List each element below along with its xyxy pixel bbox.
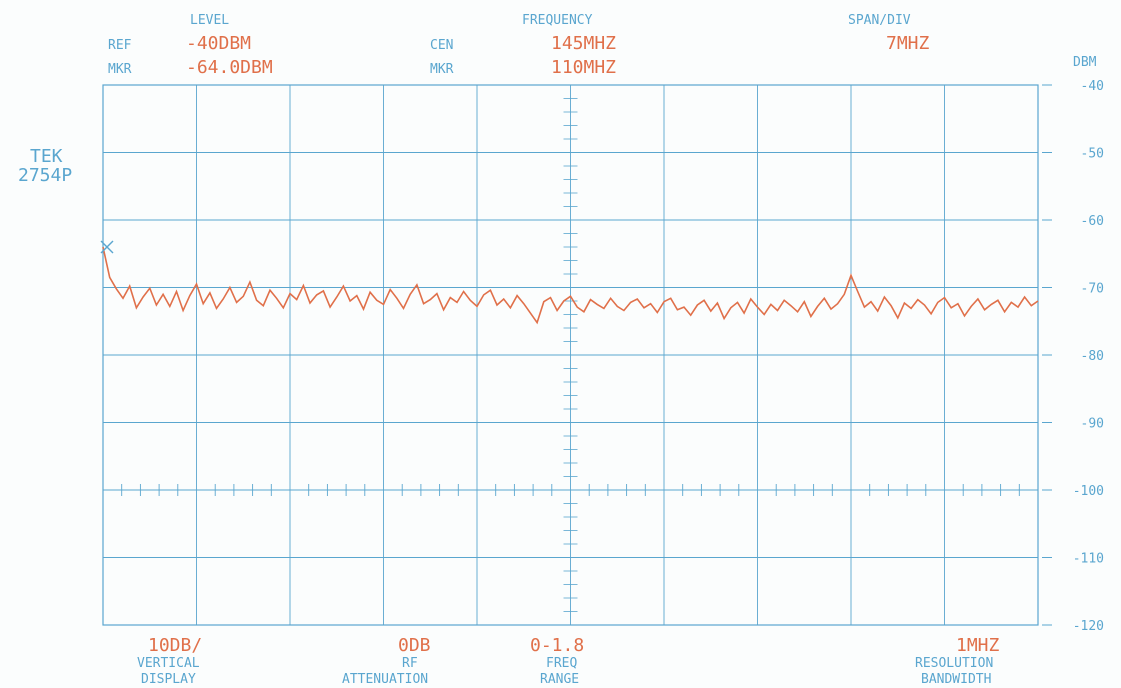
mkr-level-label: MKR xyxy=(108,62,132,77)
y-tick-label: -120 xyxy=(1073,619,1104,634)
instrument-line2: 2754P xyxy=(18,165,73,186)
frequency-label: FREQUENCY xyxy=(522,13,593,28)
vertical-display-label1: VERTICAL xyxy=(137,656,200,671)
resolution-bandwidth-label2: BANDWIDTH xyxy=(921,672,992,687)
mkr-level-value: -64.0DBM xyxy=(186,57,273,78)
rf-attenuation-label2: ATTENUATION xyxy=(342,672,429,687)
rf-attenuation-value: 0DB xyxy=(398,635,431,656)
y-axis-label: DBM xyxy=(1073,55,1097,70)
resolution-bandwidth-label1: RESOLUTION xyxy=(915,656,994,671)
ref-value: -40DBM xyxy=(186,33,252,54)
y-tick-label: -80 xyxy=(1081,349,1104,364)
y-tick-label: -110 xyxy=(1073,552,1104,567)
span-value: 7MHZ xyxy=(886,33,930,54)
freq-range-label1: FREQ xyxy=(546,656,578,671)
y-axis-ticks: -40 -50 -60 -70 -80 -90 -100 -110 -120 xyxy=(1042,79,1104,634)
freq-range-label2: RANGE xyxy=(540,672,580,687)
level-label: LEVEL xyxy=(190,13,230,28)
mkr-freq-value: 110MHZ xyxy=(551,57,617,78)
graticule xyxy=(102,84,1039,626)
cen-label: CEN xyxy=(430,38,454,53)
y-tick-label: -50 xyxy=(1081,147,1104,162)
y-tick-label: -100 xyxy=(1073,484,1104,499)
y-tick-label: -90 xyxy=(1081,417,1104,432)
span-label: SPAN/DIV xyxy=(848,13,911,28)
mkr-freq-label: MKR xyxy=(430,62,454,77)
resolution-bandwidth-value: 1MHZ xyxy=(956,635,1000,656)
marker-symbol xyxy=(100,240,114,254)
cen-value: 145MHZ xyxy=(551,33,617,54)
spectrum-trace xyxy=(102,246,1039,325)
vertical-display-value: 10DB/ xyxy=(148,635,203,656)
freq-range-value: 0-1.8 xyxy=(530,635,585,656)
vertical-display-label2: DISPLAY xyxy=(141,672,196,687)
instrument-line1: TEK xyxy=(30,146,63,167)
rf-attenuation-label1: RF xyxy=(402,656,418,671)
ref-label: REF xyxy=(108,38,132,53)
y-tick-label: -60 xyxy=(1081,214,1104,229)
marker-stroke xyxy=(100,240,114,254)
y-tick-label: -40 xyxy=(1081,79,1104,94)
y-tick-label: -70 xyxy=(1081,282,1104,297)
